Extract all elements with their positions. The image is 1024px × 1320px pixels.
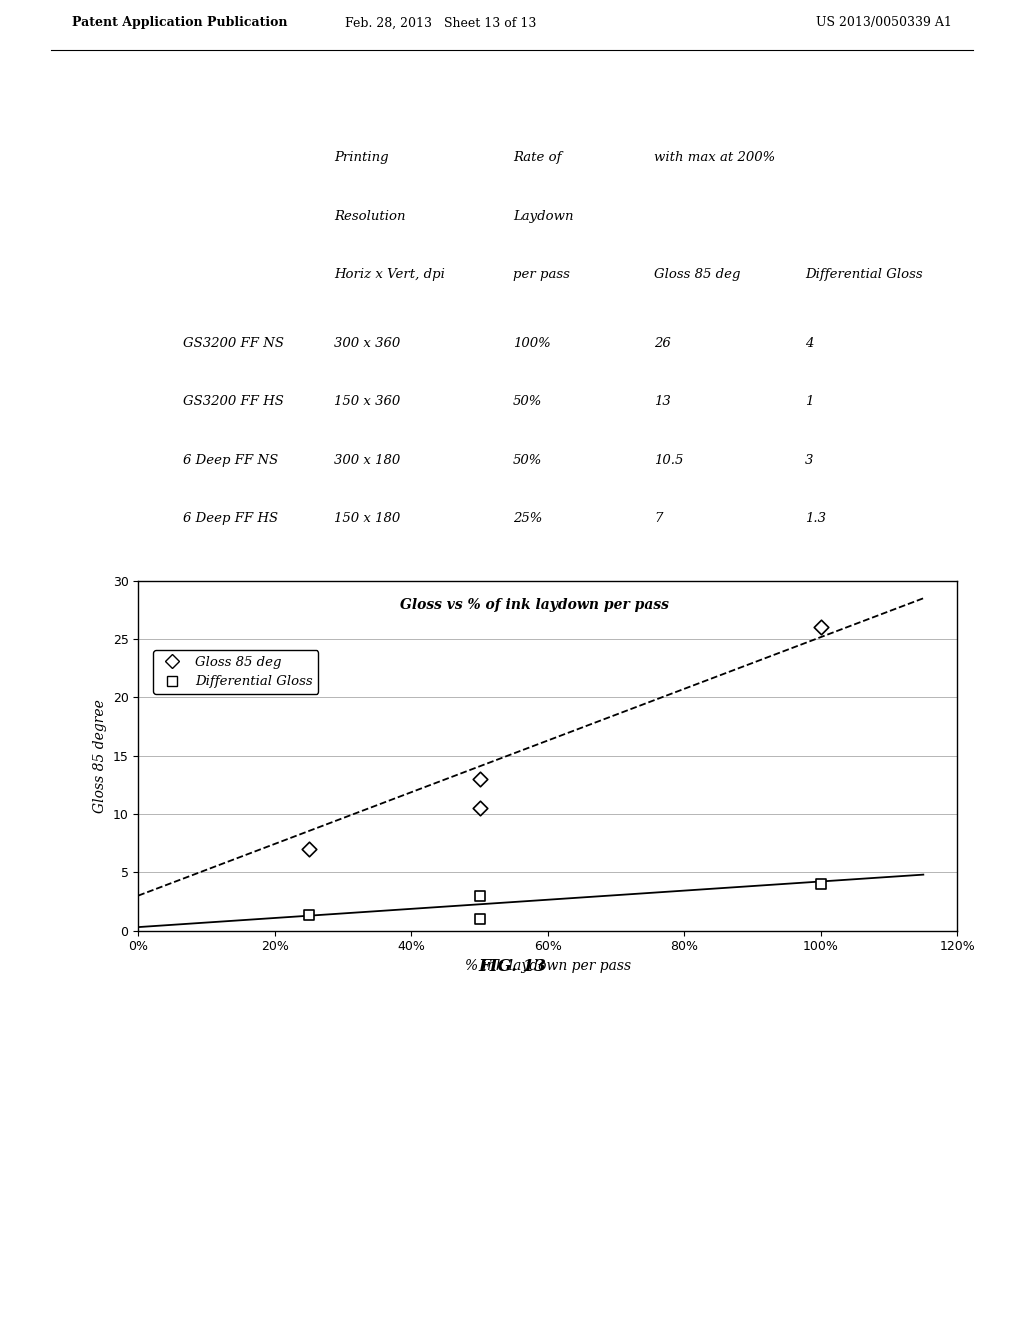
- Text: FIG. 13: FIG. 13: [478, 958, 546, 975]
- Text: Printing: Printing: [334, 150, 388, 164]
- Point: [471, 768, 487, 789]
- Point: [813, 616, 829, 638]
- Text: GS3200 FF NS: GS3200 FF NS: [183, 337, 284, 350]
- Text: 10.5: 10.5: [654, 454, 683, 467]
- Text: 6 Deep FF NS: 6 Deep FF NS: [183, 454, 279, 467]
- Text: Differential Gloss: Differential Gloss: [805, 268, 923, 281]
- Text: 100%: 100%: [513, 337, 551, 350]
- Text: 25%: 25%: [513, 512, 542, 525]
- Text: 300 x 360: 300 x 360: [334, 337, 400, 350]
- Point: [471, 884, 487, 906]
- Point: [471, 797, 487, 818]
- Text: US 2013/0050339 A1: US 2013/0050339 A1: [816, 16, 952, 29]
- Text: 13: 13: [654, 395, 671, 408]
- Text: Gloss 85 deg: Gloss 85 deg: [654, 268, 740, 281]
- Text: Feb. 28, 2013   Sheet 13 of 13: Feb. 28, 2013 Sheet 13 of 13: [345, 16, 536, 29]
- Text: 4: 4: [805, 337, 813, 350]
- Point: [301, 838, 317, 859]
- Text: Laydown: Laydown: [513, 210, 573, 223]
- Point: [301, 906, 317, 927]
- Text: Gloss vs % of ink laydown per pass: Gloss vs % of ink laydown per pass: [399, 598, 669, 612]
- Text: with max at 200%: with max at 200%: [654, 150, 775, 164]
- Text: 50%: 50%: [513, 454, 542, 467]
- Text: GS3200 FF HS: GS3200 FF HS: [183, 395, 284, 408]
- Text: Rate of: Rate of: [513, 150, 561, 164]
- Text: 1.3: 1.3: [805, 512, 826, 525]
- Legend: Gloss 85 deg, Differential Gloss: Gloss 85 deg, Differential Gloss: [153, 651, 318, 693]
- Text: 26: 26: [654, 337, 671, 350]
- Point: [471, 908, 487, 929]
- Text: Resolution: Resolution: [334, 210, 406, 223]
- X-axis label: % ink laydown per pass: % ink laydown per pass: [465, 958, 631, 973]
- Text: Patent Application Publication: Patent Application Publication: [72, 16, 287, 29]
- Text: 3: 3: [805, 454, 813, 467]
- Text: 7: 7: [654, 512, 663, 525]
- Text: 150 x 360: 150 x 360: [334, 395, 400, 408]
- Text: Horiz x Vert, dpi: Horiz x Vert, dpi: [334, 268, 444, 281]
- Text: 150 x 180: 150 x 180: [334, 512, 400, 525]
- Text: 6 Deep FF HS: 6 Deep FF HS: [183, 512, 279, 525]
- Point: [813, 874, 829, 895]
- Text: per pass: per pass: [513, 268, 569, 281]
- Y-axis label: Gloss 85 degree: Gloss 85 degree: [93, 698, 108, 813]
- Text: 300 x 180: 300 x 180: [334, 454, 400, 467]
- Text: 1: 1: [805, 395, 813, 408]
- Text: 50%: 50%: [513, 395, 542, 408]
